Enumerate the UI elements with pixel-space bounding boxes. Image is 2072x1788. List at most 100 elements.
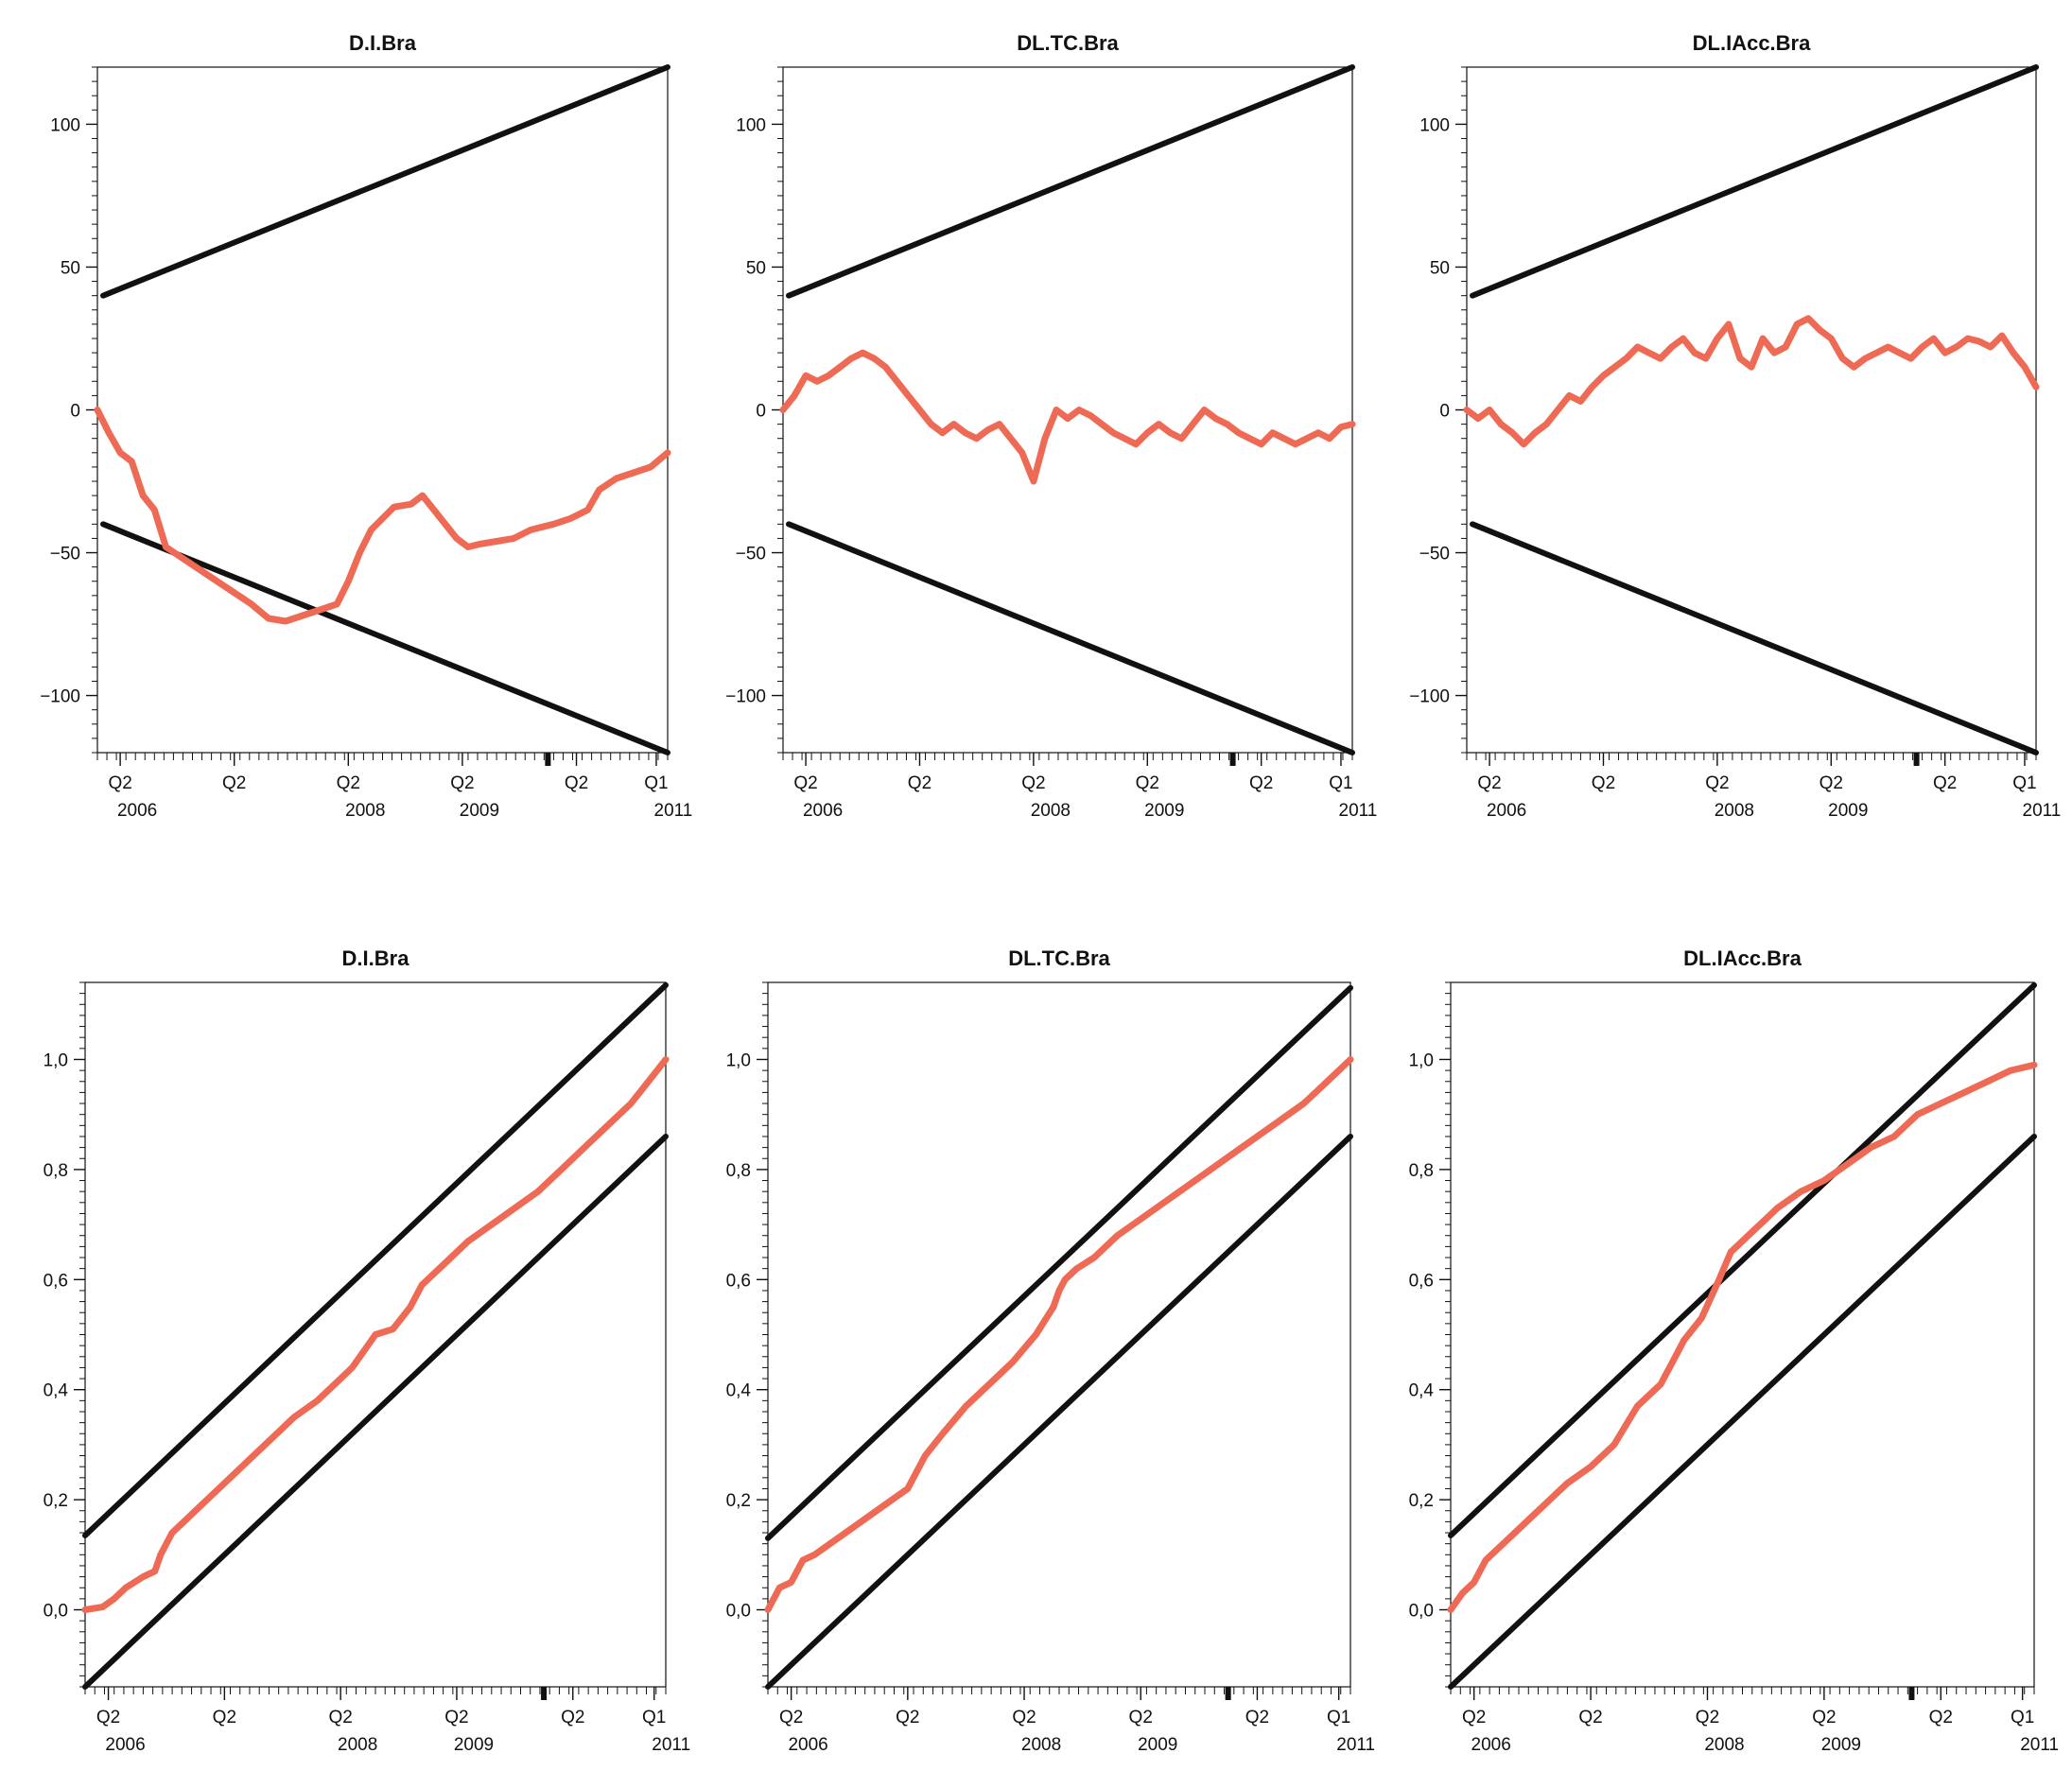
upper-bound-line (1448, 981, 2037, 1538)
y-tick-label: 0 (756, 402, 766, 422)
y-tick-label: 1,0 (44, 1050, 68, 1070)
y-tick-label: 0,0 (726, 1602, 751, 1622)
x-tick-label-quarter: Q2 (444, 1708, 468, 1727)
upper-bound-line (765, 984, 1353, 1541)
series-line (94, 407, 671, 625)
y-tick-label: 0,2 (44, 1491, 68, 1511)
x-tick-label-quarter: Q2 (1245, 1708, 1269, 1727)
upper-bound-line (82, 981, 669, 1538)
y-tick-label: 0,6 (44, 1271, 68, 1291)
x-tick-label-quarter: Q2 (1477, 773, 1501, 793)
chart-title: DL.IAcc.Bra (1683, 946, 1802, 970)
x-tick-label-year: 2006 (1487, 801, 1526, 821)
x-tick-label-quarter: Q1 (644, 773, 668, 793)
x-marker-tick (545, 753, 551, 766)
y-tick-label: −50 (736, 545, 766, 564)
y-tick-label: 50 (1430, 258, 1450, 278)
series-line (81, 1056, 670, 1613)
x-tick-label-quarter: Q2 (213, 1708, 236, 1727)
x-tick-label-quarter: Q2 (337, 773, 360, 793)
x-marker-tick (1225, 1687, 1231, 1700)
y-tick-label: 0,8 (44, 1161, 68, 1181)
x-tick-label-year: 2008 (338, 1735, 377, 1755)
x-tick-label-quarter: Q1 (2011, 1708, 2034, 1727)
y-tick-label: 100 (1419, 115, 1450, 135)
plot-frame (96, 66, 669, 754)
x-tick-label-quarter: Q2 (1249, 773, 1273, 793)
x-tick-label-year: 2008 (1715, 801, 1754, 821)
x-tick-label-year: 2009 (1144, 801, 1184, 821)
y-tick-label: 0 (1439, 402, 1450, 422)
x-tick-label-quarter: Q2 (1462, 1708, 1486, 1727)
series-line (1463, 315, 2040, 448)
lower-bound-line (786, 521, 1355, 755)
lower-bound-line (100, 521, 670, 755)
x-tick-label-quarter: Q2 (908, 773, 932, 793)
chart-panel-6: DL.IAcc.Bra 0,0 0,2 0,4 0,6 0,8 1,0 Q2 2006 Q2 Q2 2… (1409, 946, 2060, 1755)
chart-panel-1: D.I.Bra −100 −50 0 50 100 Q2 2006 Q2 Q2 2008 Q2 2009… (40, 31, 692, 821)
x-tick-label-year: 2009 (1828, 801, 1868, 821)
x-tick-label-year: 2006 (1471, 1735, 1511, 1755)
x-marker-tick (1229, 753, 1236, 766)
y-tick-label: −50 (50, 545, 80, 564)
x-marker-tick (541, 1687, 548, 1700)
x-marker-tick (1908, 1687, 1915, 1700)
x-tick-label-year: 2011 (1339, 801, 1378, 821)
series-line (779, 349, 1356, 485)
chart-title: DL.TC.Bra (1008, 946, 1110, 970)
y-tick-label: 1,0 (1409, 1050, 1434, 1070)
lower-bound-line (765, 1133, 1353, 1690)
x-tick-label-quarter: Q1 (642, 1708, 666, 1727)
x-tick-label-quarter: Q2 (1933, 773, 1957, 793)
chart-title: DL.TC.Bra (1017, 31, 1119, 55)
y-tick-label: 0,4 (1409, 1381, 1435, 1401)
y-tick-label: 0,6 (1409, 1271, 1434, 1291)
y-tick-label: −100 (1409, 687, 1450, 707)
x-tick-label-year: 2009 (454, 1735, 494, 1755)
x-tick-label-quarter: Q2 (108, 773, 131, 793)
x-tick-label-quarter: Q2 (222, 773, 246, 793)
x-tick-label-quarter: Q1 (1329, 773, 1352, 793)
x-tick-label-year: 2009 (1138, 1735, 1177, 1755)
plot-frame (782, 66, 1353, 754)
series-line (764, 1056, 1354, 1613)
x-marker-tick (1913, 753, 1920, 766)
x-tick-label-year: 2008 (1704, 1735, 1744, 1755)
x-tick-label-quarter: Q1 (1327, 1708, 1350, 1727)
chart-panel-5: DL.TC.Bra 0,0 0,2 0,4 0,6 0,8 1,0 Q2 2006 Q2 Q2 200… (726, 946, 1376, 1755)
x-tick-label-quarter: Q2 (565, 773, 588, 793)
y-tick-label: 50 (746, 258, 766, 278)
x-tick-label-quarter: Q2 (1012, 1708, 1036, 1727)
y-tick-label: −50 (1419, 545, 1450, 564)
x-tick-label-year: 2008 (1021, 1735, 1061, 1755)
y-tick-label: 50 (61, 258, 80, 278)
x-tick-label-year: 2006 (117, 801, 157, 821)
series-line (1447, 1061, 2038, 1613)
x-tick-label-quarter: Q2 (1578, 1708, 1602, 1727)
chart-panel-2: DL.TC.Bra −100 −50 0 50 100 Q2 2006 Q2 Q2 2008 Q2 20… (725, 31, 1377, 821)
y-tick-label: 0,8 (1409, 1161, 1434, 1181)
y-tick-label: 0,4 (44, 1381, 69, 1401)
y-tick-label: 1,0 (726, 1050, 751, 1070)
plot-frame (1450, 981, 2035, 1688)
x-tick-label-year: 2011 (2023, 801, 2062, 821)
upper-bound-line (100, 64, 670, 299)
lower-bound-line (1448, 1133, 2037, 1690)
lower-bound-line (1470, 521, 2039, 755)
x-tick-label-quarter: Q2 (1820, 773, 1843, 793)
plot-frame (767, 981, 1351, 1688)
x-tick-label-year: 2008 (1031, 801, 1071, 821)
y-tick-label: 0,0 (1409, 1602, 1434, 1622)
chart-panel-4: D.I.Bra 0,0 0,2 0,4 0,6 0,8 1,0 Q2 2006 Q2 Q2 2008 Q… (44, 946, 691, 1755)
x-tick-label-quarter: Q2 (779, 1708, 803, 1727)
chart-panel-3: DL.IAcc.Bra −100 −50 0 50 100 Q2 2006 Q2 Q2 2008 Q2… (1409, 31, 2061, 821)
x-tick-label-year: 2006 (105, 1735, 145, 1755)
x-tick-label-quarter: Q2 (1812, 1708, 1836, 1727)
y-tick-label: 0,4 (726, 1381, 752, 1401)
chart-title: D.I.Bra (349, 31, 417, 55)
x-tick-label-quarter: Q1 (2012, 773, 2036, 793)
x-tick-label-quarter: Q2 (1136, 773, 1159, 793)
x-tick-label-quarter: Q2 (793, 773, 817, 793)
x-tick-label-quarter: Q2 (450, 773, 474, 793)
